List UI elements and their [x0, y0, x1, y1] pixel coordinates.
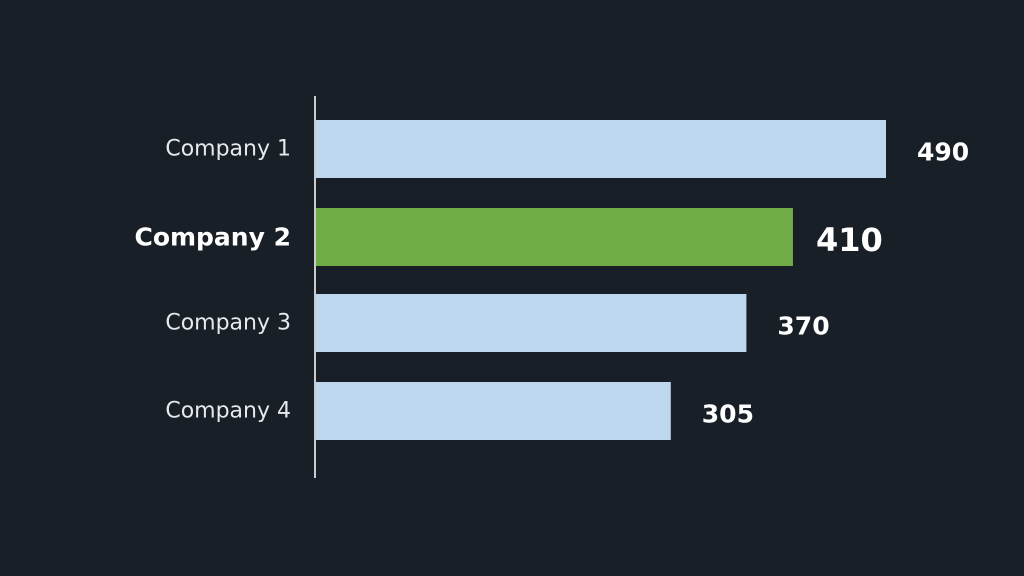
value-label: 370 — [777, 312, 829, 341]
value-labels-group: 490 410 370 305 — [702, 138, 969, 429]
category-label: Company 4 — [165, 399, 291, 424]
bars-group — [316, 120, 886, 440]
category-label: Company 3 — [165, 311, 291, 336]
value-label: 490 — [917, 138, 969, 167]
bar — [316, 120, 886, 178]
category-label: Company 1 — [165, 137, 291, 162]
value-label: 410 — [816, 221, 883, 259]
category-labels-group: Company 1 Company 2 Company 3 Company 4 — [134, 137, 291, 424]
value-label: 305 — [702, 400, 754, 429]
bar — [316, 382, 671, 440]
category-label: Company 2 — [134, 223, 291, 252]
bar — [316, 294, 747, 352]
bar — [316, 208, 793, 266]
